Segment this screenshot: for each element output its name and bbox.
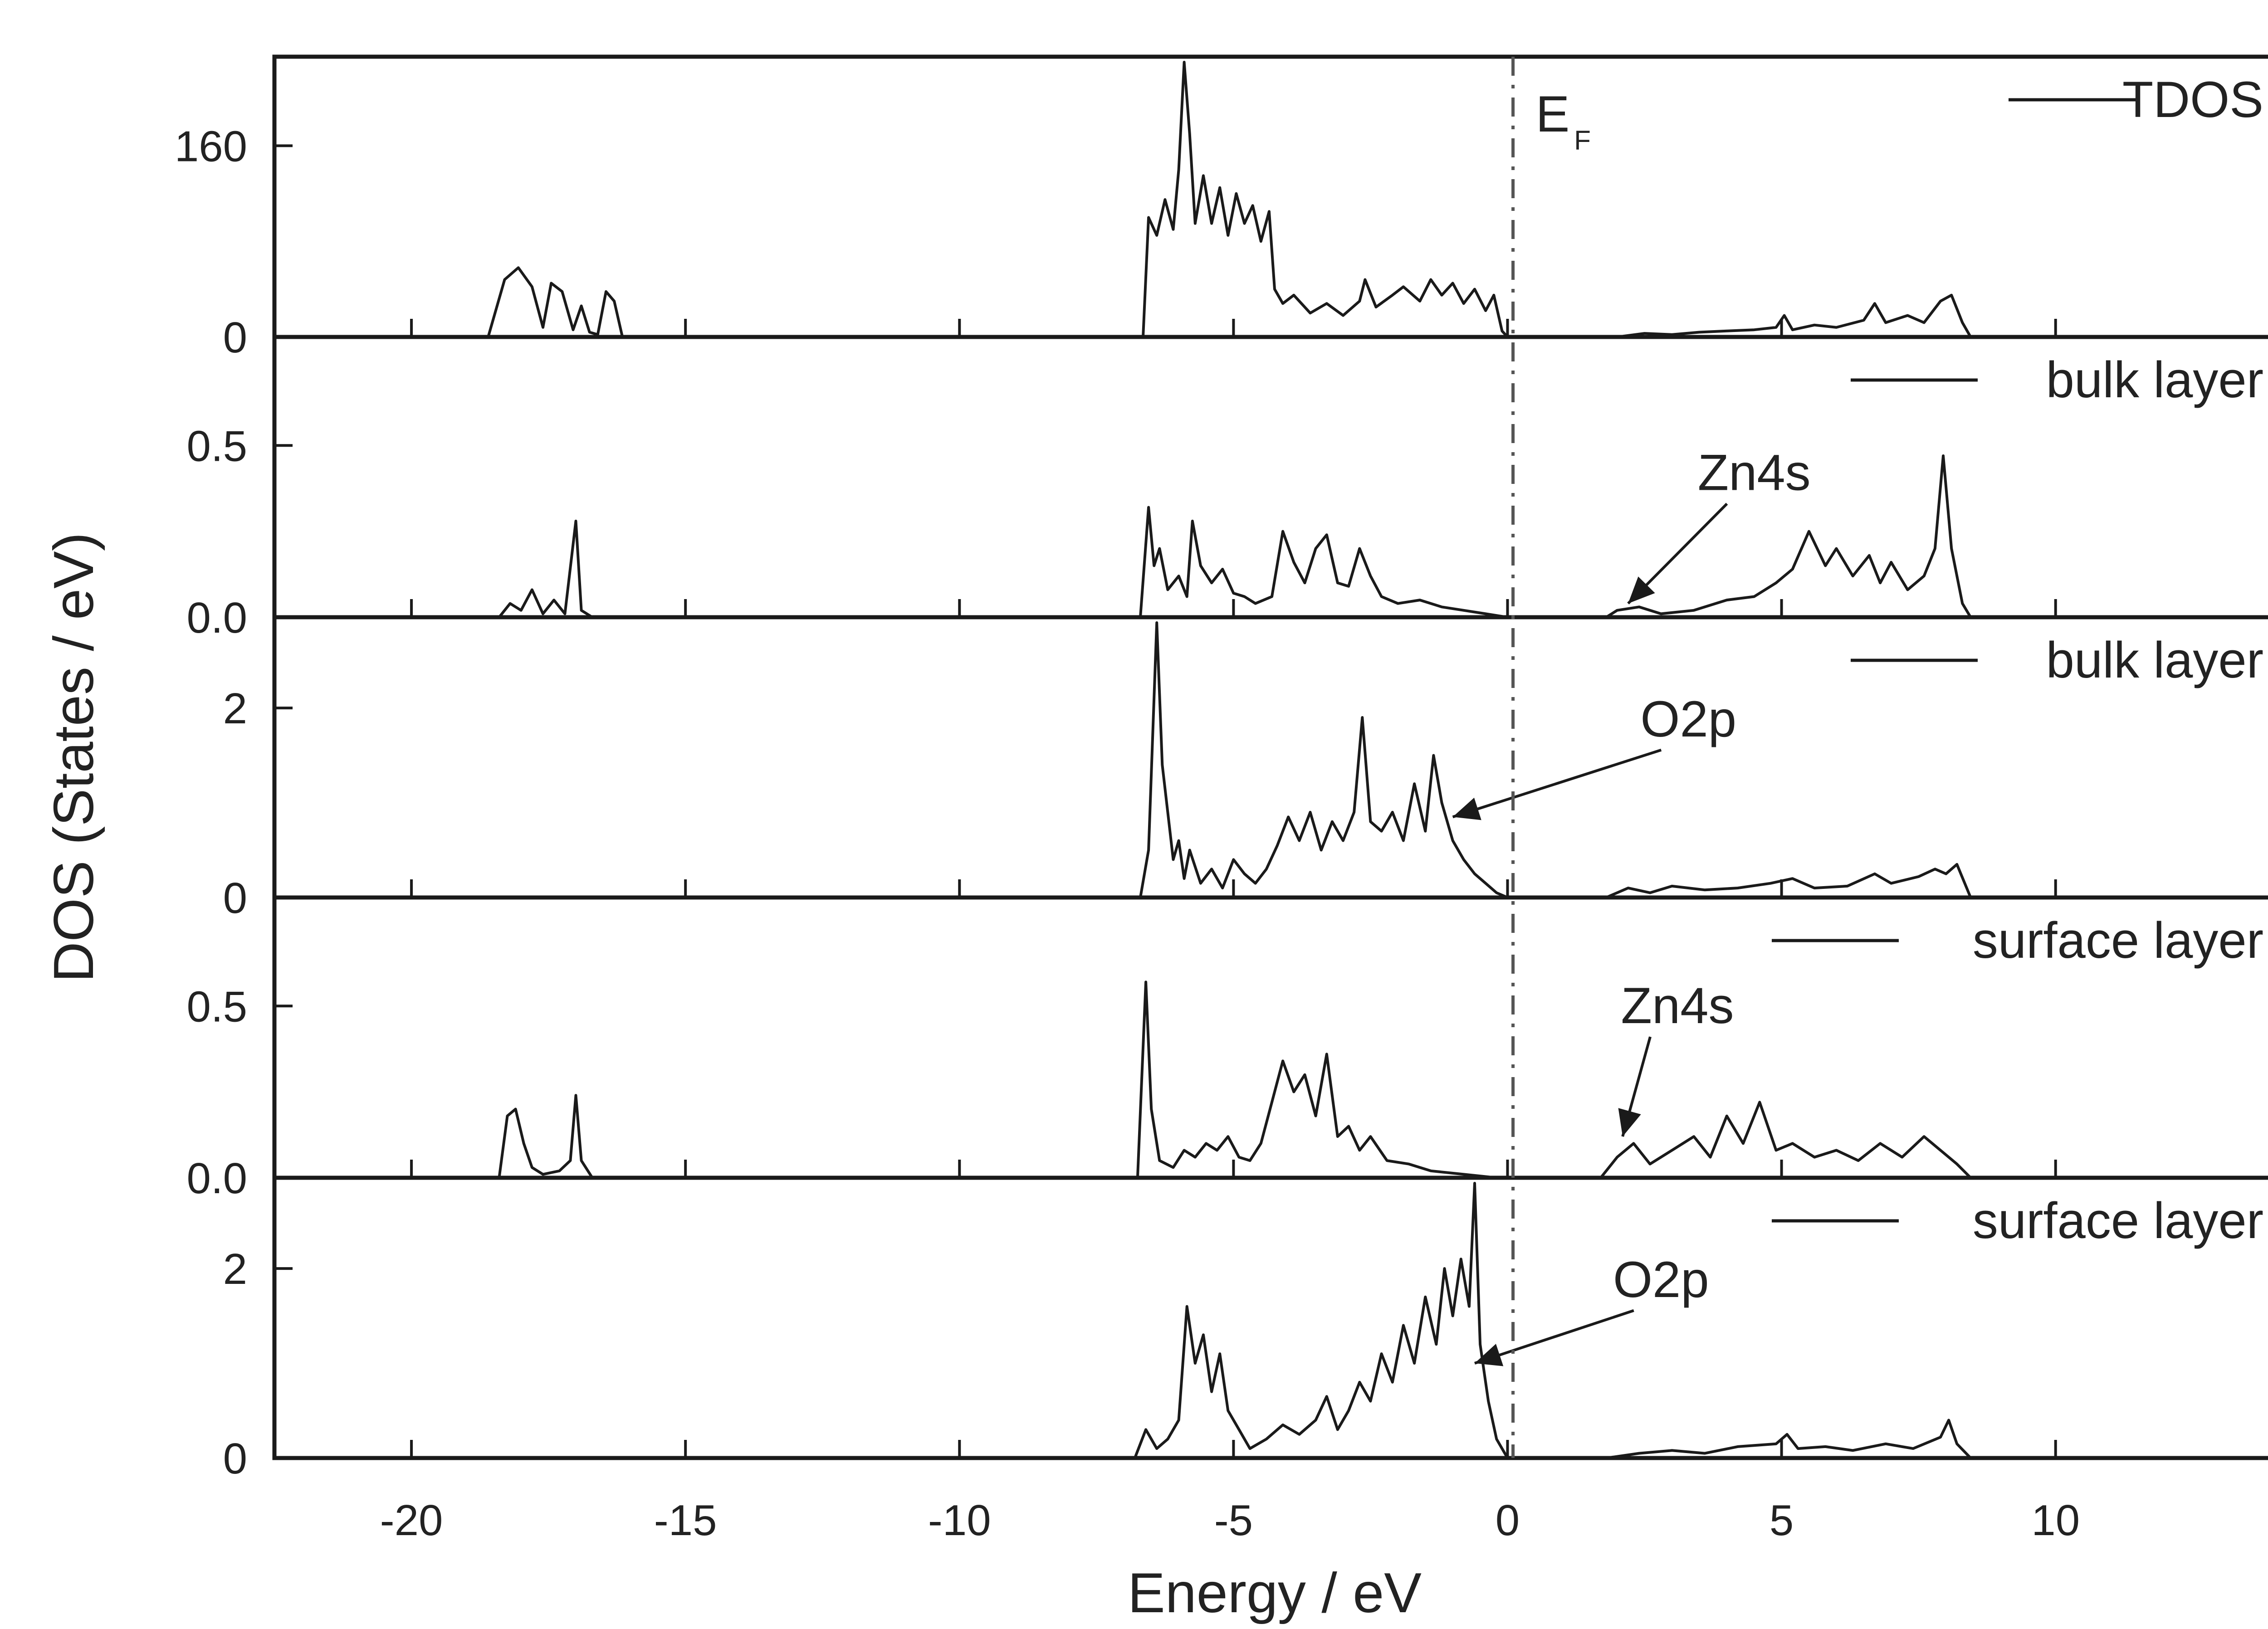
bulk-zn4s-arrowhead	[1628, 576, 1655, 604]
bulk-zn4s-ytick-label: 0.0	[187, 594, 247, 642]
surface-zn4s-ytick-label: 0.5	[187, 982, 247, 1031]
bulk-o2p-legend: bulk layer	[1851, 632, 2263, 688]
bulk-o2p-annotation-label: O2p	[1640, 691, 1736, 747]
bulk-zn4s-legend-label: bulk layer	[2046, 351, 2263, 408]
x-tick-label: 5	[1769, 1496, 1794, 1545]
bulk-zn4s-annotation-label: Zn4s	[1698, 444, 1811, 501]
tdos-ytick-label: 0	[223, 313, 247, 362]
x-tick-label: -15	[654, 1496, 717, 1545]
bulk-zn4s-legend: bulk layer	[1851, 351, 2263, 408]
panel-surface-zn4s: surface layer Zn4s 0.0 0.5	[187, 895, 2268, 1203]
surface-o2p-y-ticks: 0 2	[223, 1245, 247, 1483]
surface-zn4s-annotation: Zn4s	[1618, 977, 1734, 1137]
surface-o2p-legend: surface layer	[1772, 1192, 2263, 1249]
surface-zn4s-curve	[498, 980, 1972, 1179]
surface-o2p-ytick-label: 0	[223, 1434, 247, 1483]
bulk-o2p-ytick-label: 2	[223, 684, 247, 733]
y-axis-title: DOS (States / eV)	[43, 532, 105, 982]
bulk-o2p-arrowhead	[1452, 797, 1481, 820]
bulk-o2p-ytick-label: 0	[223, 874, 247, 922]
surface-o2p-annotation: O2p	[1474, 1251, 1709, 1366]
panel-bulk-zn4s: bulk layer Zn4s 0.0 0.5	[187, 335, 2268, 642]
panel-surface-o2p: surface layer O2p 0 2	[223, 1175, 2268, 1483]
surface-zn4s-y-ticks: 0.0 0.5	[187, 982, 247, 1203]
surface-zn4s-arrowhead	[1618, 1108, 1641, 1137]
tdos-curve	[487, 61, 1972, 338]
surface-o2p-frame	[272, 1175, 2268, 1460]
x-tick-label: 10	[2031, 1496, 2080, 1545]
bulk-zn4s-annotation: Zn4s	[1627, 444, 1811, 605]
surface-zn4s-legend-label: surface layer	[1973, 912, 2263, 969]
bulk-o2p-annotation: O2p	[1452, 691, 1736, 820]
x-tick-label: -20	[380, 1496, 443, 1545]
x-tick-label: -10	[928, 1496, 991, 1545]
panel-tdos: TDOS 0 160	[175, 54, 2268, 362]
tdos-ytick-label: 160	[175, 122, 247, 171]
surface-o2p-arrow	[1474, 1309, 1634, 1365]
x-tick-label: -5	[1214, 1496, 1253, 1545]
x-axis-title: Energy / eV	[1128, 1562, 1422, 1624]
tdos-y-ticks: 0 160	[175, 122, 247, 362]
bulk-o2p-y-ticks: 0 2	[223, 684, 247, 922]
tdos-frame	[272, 54, 2268, 339]
bulk-o2p-legend-label: bulk layer	[2046, 632, 2263, 688]
surface-o2p-curve	[1134, 1182, 1972, 1459]
surface-zn4s-ytick-label: 0.0	[187, 1154, 247, 1203]
tdos-legend-label: TDOS	[2122, 71, 2263, 128]
surface-o2p-ytick-label: 2	[223, 1245, 247, 1293]
bulk-zn4s-y-ticks: 0.0 0.5	[187, 422, 247, 642]
x-tick-label: 0	[1496, 1496, 1520, 1545]
panel-bulk-o2p: bulk layer O2p 0 2	[223, 615, 2268, 922]
surface-zn4s-legend: surface layer	[1772, 912, 2263, 969]
tdos-legend: TDOS	[2009, 71, 2263, 128]
bulk-o2p-curve	[1139, 621, 1972, 899]
surface-zn4s-annotation-label: Zn4s	[1621, 977, 1734, 1034]
surface-o2p-legend-label: surface layer	[1973, 1192, 2263, 1249]
bulk-o2p-arrow	[1452, 748, 1662, 819]
bulk-zn4s-curve	[498, 454, 1972, 619]
x-axis: -20 -15 -10 -5 0 5 10	[380, 1496, 2080, 1545]
bulk-zn4s-ytick-label: 0.5	[187, 422, 247, 470]
surface-o2p-annotation-label: O2p	[1613, 1251, 1709, 1308]
surface-o2p-arrowhead	[1475, 1344, 1504, 1366]
